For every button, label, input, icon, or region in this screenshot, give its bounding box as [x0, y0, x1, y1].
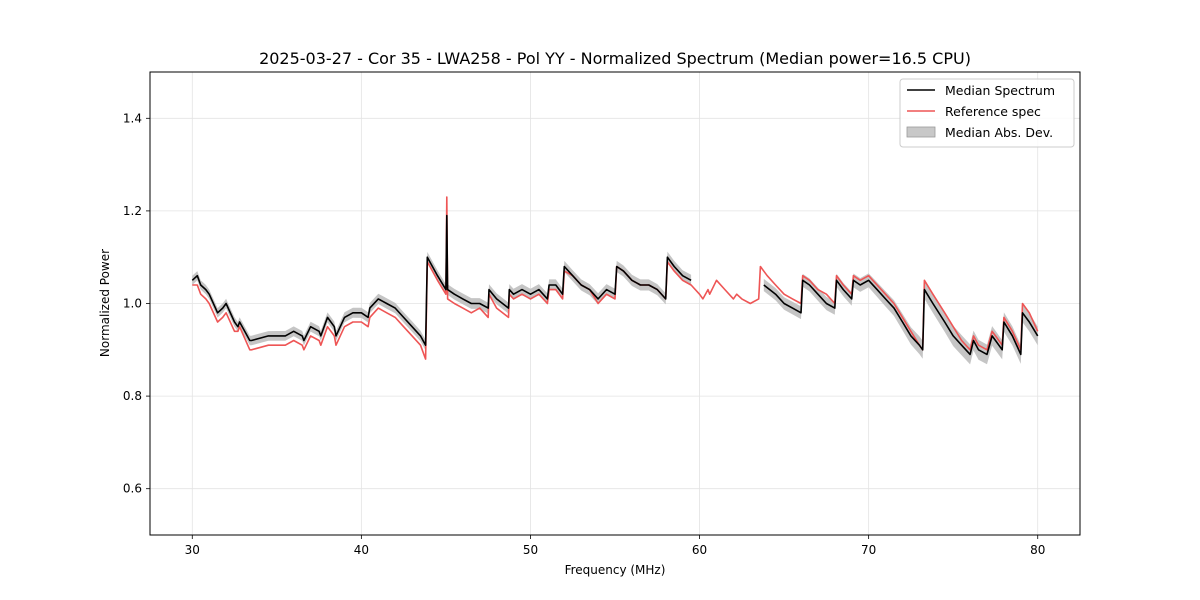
x-tick-label: 80 [1030, 543, 1045, 557]
legend-box [899, 78, 1075, 148]
chart-title: 2025-03-27 - Cor 35 - LWA258 - Pol YY - … [259, 49, 971, 68]
legend-reference-label: Reference spec [945, 104, 1041, 119]
y-tick-label: 1.0 [123, 297, 142, 311]
x-tick-label: 40 [354, 543, 369, 557]
y-tick-label: 0.8 [123, 389, 142, 403]
reference-spectrum-line [192, 196, 1039, 360]
x-tick-label: 50 [523, 543, 538, 557]
legend-mad-label: Median Abs. Dev. [945, 125, 1053, 140]
median-spectrum-line [191, 214, 692, 347]
x-tick-label: 60 [692, 543, 707, 557]
mad-band [192, 210, 692, 351]
series-layer [191, 196, 1039, 360]
legend-mad-swatch [906, 126, 936, 138]
y-axis-ticks: 0.6 0.8 1.0 1.2 1.4 [123, 111, 150, 496]
legend: Median Spectrum Reference spec Median Ab… [899, 78, 1075, 148]
y-tick-label: 1.2 [123, 204, 142, 218]
x-axis-ticks: 30 40 50 60 70 80 [185, 535, 1045, 557]
y-tick-label: 1.4 [123, 111, 142, 125]
y-tick-label: 0.6 [123, 482, 142, 496]
median-spectrum-line [763, 279, 1039, 356]
legend-median-label: Median Spectrum [945, 83, 1055, 98]
x-tick-label: 30 [185, 543, 200, 557]
y-axis-title: Normalized Power [98, 249, 112, 357]
x-axis-title: Frequency (MHz) [565, 563, 666, 577]
x-tick-label: 70 [861, 543, 876, 557]
